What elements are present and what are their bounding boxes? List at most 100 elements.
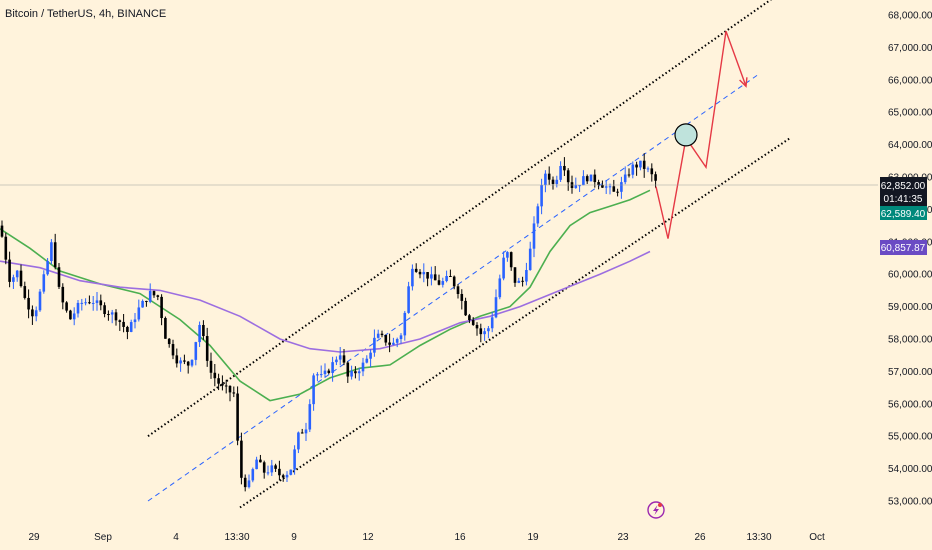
candle <box>15 269 19 282</box>
candle-body <box>137 307 141 320</box>
candle <box>483 327 486 341</box>
time-axis[interactable]: 29 Sep 4 13:30 9 12 16 19 23 26 13:30 Oct <box>28 532 825 543</box>
candle-body <box>388 342 391 345</box>
time-tick-label: 9 <box>291 532 297 543</box>
candle <box>205 327 209 367</box>
candle-body <box>623 174 627 183</box>
candle <box>251 467 255 483</box>
candle <box>270 459 274 476</box>
candle-body <box>597 182 600 186</box>
candle <box>99 294 103 311</box>
candle-body <box>224 385 228 387</box>
candle <box>479 323 483 343</box>
candle-body <box>76 302 80 314</box>
ma-slow-tag: 60,857.87 <box>880 240 927 255</box>
candle-body <box>103 305 106 315</box>
price-tick-label: 59,000.00 <box>888 302 932 313</box>
candle <box>445 270 448 283</box>
candle <box>72 307 76 326</box>
candle <box>76 299 80 318</box>
candle-body <box>547 173 551 180</box>
candle <box>110 309 114 324</box>
price-tick-label: 68,000.00 <box>888 11 932 22</box>
candle-body <box>335 359 338 363</box>
candle <box>167 338 171 348</box>
candle-body <box>566 170 570 183</box>
candle-body <box>357 371 361 374</box>
candle <box>202 320 205 340</box>
candle-body <box>445 276 448 282</box>
time-tick-label: Oct <box>809 532 825 543</box>
candle <box>403 310 407 341</box>
candle <box>578 185 581 192</box>
candle <box>422 263 426 283</box>
candle <box>650 163 654 182</box>
time-tick-label: 26 <box>694 532 706 543</box>
candle <box>133 313 137 329</box>
candle <box>190 359 194 368</box>
candle <box>460 289 464 310</box>
candle-body <box>133 319 137 323</box>
candle-body <box>418 271 422 275</box>
price-axis[interactable]: 53,000.00 54,000.00 55,000.00 56,000.00 57,0… <box>888 11 932 508</box>
candle-body <box>23 286 27 298</box>
candle <box>475 322 479 336</box>
candle-body <box>475 324 479 329</box>
candle <box>297 431 300 454</box>
channel-line-1[interactable] <box>147 0 773 438</box>
forecast-path[interactable] <box>655 30 747 239</box>
candle <box>148 283 152 304</box>
candle <box>160 294 163 326</box>
candle <box>361 357 365 377</box>
candle <box>8 251 11 288</box>
candle <box>281 473 285 482</box>
candle <box>278 460 281 481</box>
candle-body <box>297 432 300 450</box>
candle-body <box>551 179 555 184</box>
candle-body <box>65 302 68 311</box>
channel-line-2[interactable] <box>239 137 791 509</box>
candle <box>61 283 65 310</box>
candle-body <box>612 186 616 192</box>
candle <box>399 333 403 344</box>
candle <box>532 216 536 258</box>
candle-body <box>156 295 160 297</box>
candle <box>88 295 91 305</box>
candle-body <box>243 477 247 488</box>
time-tick-label: 4 <box>173 532 179 543</box>
candle-body <box>414 268 418 272</box>
candle-body <box>399 335 403 340</box>
candle <box>156 294 160 301</box>
candle-body <box>589 174 593 182</box>
candle <box>597 179 600 190</box>
candle-body <box>316 374 319 376</box>
candle-body <box>338 355 342 360</box>
candle <box>213 363 217 387</box>
candle <box>490 311 494 333</box>
candle <box>585 174 589 184</box>
candle-body <box>152 291 156 296</box>
candle <box>126 325 129 340</box>
candle <box>31 305 34 325</box>
candle <box>350 365 353 380</box>
candle-body <box>50 242 53 262</box>
candle <box>346 361 350 383</box>
candle <box>240 432 243 485</box>
candle <box>164 316 167 339</box>
candle-body <box>604 186 608 188</box>
candle-body <box>194 342 198 360</box>
candle <box>107 310 110 321</box>
lightning-icon[interactable] <box>647 501 665 519</box>
candle <box>498 274 502 300</box>
candle-body <box>574 185 578 189</box>
candle-body <box>639 160 642 168</box>
target-circle[interactable] <box>674 123 698 147</box>
candle-body <box>240 440 243 478</box>
candle <box>620 176 623 199</box>
candle-body <box>422 272 426 275</box>
candle-body <box>517 280 521 283</box>
candle-body <box>183 360 186 362</box>
candle <box>293 445 296 475</box>
candle-body <box>490 317 494 329</box>
